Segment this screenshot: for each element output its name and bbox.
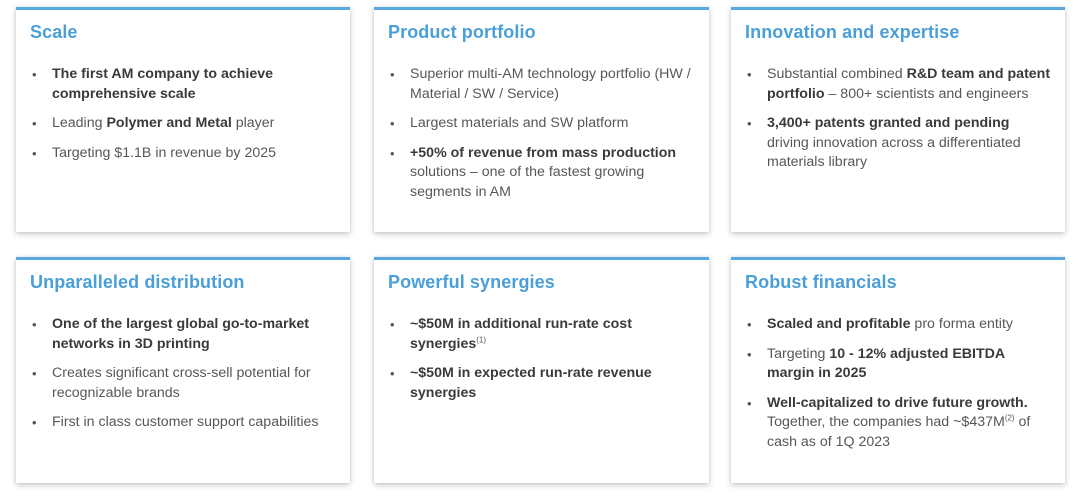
bullet-icon: • bbox=[32, 145, 37, 161]
bullet-list: • ~$50M in additional run-rate cost syne… bbox=[388, 315, 695, 403]
card-scale: Scale • The first AM company to achieve … bbox=[16, 7, 350, 232]
bold-text: ~$50M in additional run-rate cost synerg… bbox=[410, 316, 632, 352]
list-item: • Superior multi-AM technology portfolio… bbox=[388, 65, 695, 104]
list-item: • One of the largest global go-to-market… bbox=[30, 315, 336, 354]
bullet-icon: • bbox=[32, 415, 37, 430]
bullet-icon: • bbox=[747, 116, 752, 131]
card-synergies: Powerful synergies • ~$50M in additional… bbox=[374, 257, 709, 483]
bullet-icon: • bbox=[747, 317, 752, 332]
bullet-icon: • bbox=[390, 366, 395, 381]
bold-text: One of the largest global go-to-market n… bbox=[52, 316, 309, 352]
list-item: • 3,400+ patents granted and pending dri… bbox=[745, 114, 1051, 173]
bullet-icon: • bbox=[32, 67, 37, 82]
card-title: Robust financials bbox=[745, 272, 897, 292]
bullet-icon: • bbox=[32, 366, 37, 381]
bullet-icon: • bbox=[747, 346, 752, 362]
bold-text: Polymer and Metal bbox=[106, 115, 232, 131]
card-title: Unparalleled distribution bbox=[30, 272, 245, 292]
item-text: pro forma entity bbox=[910, 316, 1013, 332]
item-text: Superior multi-AM technology portfolio (… bbox=[410, 66, 691, 102]
bullet-list: • Scaled and profitable pro forma entity… bbox=[745, 315, 1051, 452]
item-text: Largest materials and SW platform bbox=[410, 115, 629, 131]
item-text: Together, the companies had ~$437M bbox=[767, 414, 1005, 430]
list-item: • Scaled and profitable pro forma entity bbox=[745, 315, 1051, 335]
card-title: Powerful synergies bbox=[388, 272, 555, 292]
list-item: • Creates significant cross-sell potenti… bbox=[30, 364, 336, 403]
item-text: First in class customer support capabili… bbox=[52, 414, 319, 430]
bullet-icon: • bbox=[390, 67, 395, 82]
card-product-portfolio: Product portfolio • Superior multi-AM te… bbox=[374, 7, 709, 232]
list-item: • ~$50M in expected run-rate revenue syn… bbox=[388, 364, 695, 403]
bullet-list: • Superior multi-AM technology portfolio… bbox=[388, 65, 695, 202]
list-item: • Well-capitalized to drive future growt… bbox=[745, 394, 1051, 453]
bold-text: Well-capitalized to drive future growth. bbox=[767, 394, 1028, 411]
bold-text: Scaled and profitable bbox=[767, 316, 911, 332]
item-text: solutions – one of the fastest growing s… bbox=[410, 164, 645, 200]
card-innovation: Innovation and expertise • Substantial c… bbox=[731, 7, 1065, 232]
bold-text: R&D team and patent portfolio bbox=[767, 66, 1051, 102]
bullet-list: • One of the largest global go-to-market… bbox=[30, 315, 336, 433]
card-distribution: Unparalleled distribution • One of the l… bbox=[16, 257, 350, 483]
footnote-ref: (2) bbox=[1004, 413, 1015, 423]
item-text: Leading bbox=[52, 115, 107, 131]
item-text: player bbox=[231, 115, 275, 131]
bullet-icon: • bbox=[390, 317, 395, 332]
item-text: – 800+ scientists and engineers bbox=[824, 85, 1029, 102]
list-item: • Substantial combined R&D team and pate… bbox=[745, 65, 1051, 104]
bullet-list: • The first AM company to achieve compre… bbox=[30, 65, 336, 163]
bold-text: 3,400+ patents granted and pending bbox=[767, 115, 1010, 131]
bullet-icon: • bbox=[32, 317, 37, 332]
footnote-ref: (1) bbox=[476, 334, 487, 344]
bold-text: +50% of revenue from mass production bbox=[410, 144, 677, 161]
list-item: • Largest materials and SW platform bbox=[388, 114, 695, 134]
list-item: • ~$50M in additional run-rate cost syne… bbox=[388, 315, 695, 354]
bullet-icon: • bbox=[32, 116, 37, 131]
bullet-list: • Substantial combined R&D team and pate… bbox=[745, 65, 1051, 173]
bold-text: ~$50M in expected run-rate revenue syner… bbox=[410, 365, 652, 401]
bold-text: 10 - 12% adjusted EBITDA margin in 2025 bbox=[767, 345, 1005, 382]
list-item: • First in class customer support capabi… bbox=[30, 413, 336, 433]
item-text: Targeting bbox=[767, 345, 830, 362]
card-title: Product portfolio bbox=[388, 22, 536, 42]
item-text: Targeting $1.1B in revenue by 2025 bbox=[52, 144, 277, 161]
item-text: Creates significant cross-sell potential… bbox=[52, 365, 311, 401]
list-item: • Leading Polymer and Metal player bbox=[30, 114, 336, 134]
list-item: • Targeting 10 - 12% adjusted EBITDA mar… bbox=[745, 345, 1051, 384]
card-financials: Robust financials • Scaled and profitabl… bbox=[731, 257, 1065, 483]
item-text: Substantial combined bbox=[767, 66, 907, 82]
bullet-icon: • bbox=[390, 116, 395, 131]
list-item: • The first AM company to achieve compre… bbox=[30, 65, 336, 104]
item-text: of cash as of 1Q 2023 bbox=[767, 414, 1031, 450]
card-title: Scale bbox=[30, 22, 78, 42]
card-title: Innovation and expertise bbox=[745, 22, 960, 42]
bold-text: The first AM company to achieve comprehe… bbox=[52, 66, 274, 102]
item-text: driving innovation across a differentiat… bbox=[767, 134, 1021, 171]
bullet-icon: • bbox=[390, 145, 395, 161]
bullet-icon: • bbox=[747, 67, 752, 82]
list-item: • Targeting $1.1B in revenue by 2025 bbox=[30, 144, 336, 164]
list-item: • +50% of revenue from mass production s… bbox=[388, 144, 695, 203]
bullet-icon: • bbox=[747, 395, 752, 411]
